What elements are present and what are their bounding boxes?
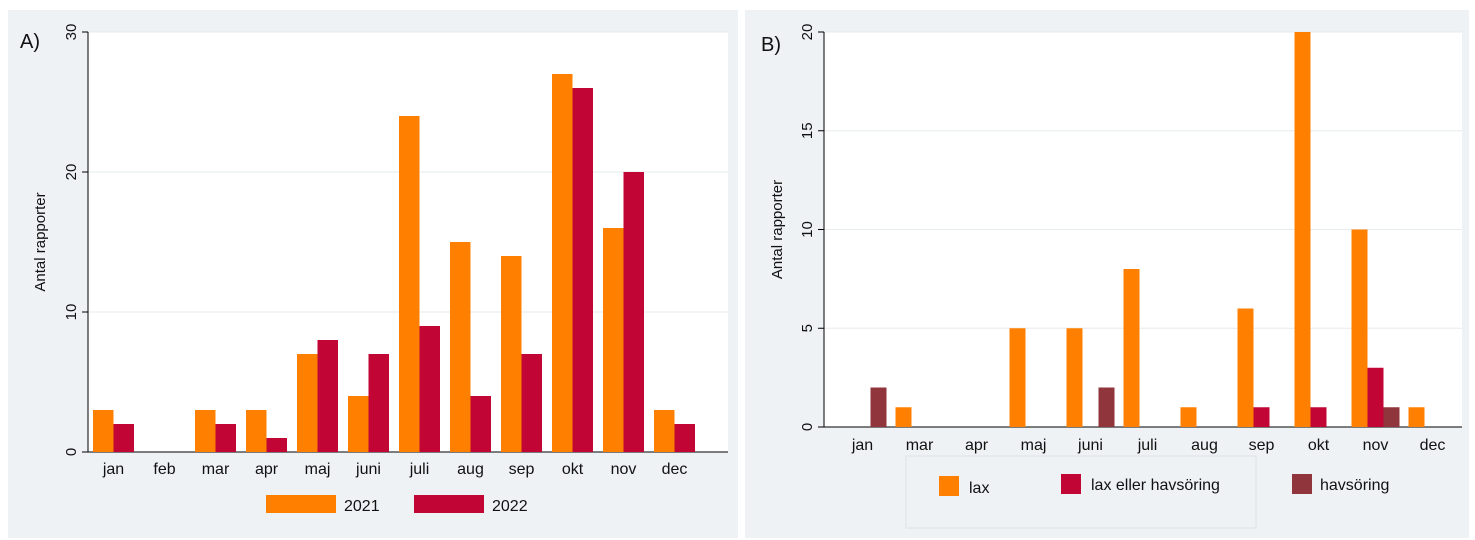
- chart-b-xtick-label: nov: [1363, 437, 1389, 454]
- chart-a-bar-2022-juni: [368, 354, 389, 452]
- chart-a-bar-2021-juli: [399, 116, 420, 452]
- chart-b-bar-lax-mar: [895, 407, 912, 427]
- chart-a-legend-label: 2022: [492, 498, 528, 515]
- chart-a-bar-2021-maj: [297, 354, 318, 452]
- chart-a-xtick-label: okt: [562, 461, 584, 478]
- chart-b-xtick-label: juli: [1137, 437, 1158, 454]
- chart-a-xtick-label: sep: [509, 461, 535, 478]
- chart-b-legend-swatch: [1061, 474, 1081, 494]
- chart-b-ytick-label: 0: [799, 423, 816, 431]
- chart-b-legend-label: havsöring: [1320, 477, 1389, 494]
- chart-b-xtick-label: apr: [965, 437, 989, 454]
- chart-a-xtick-label: dec: [662, 461, 688, 478]
- chart-b-panel-label: B): [761, 34, 781, 56]
- chart-a-svg: 0 10 20 30 Antal rapporter A) jan feb mar apr maj j…: [20, 24, 728, 515]
- chart-b-legend-label: lax: [969, 480, 989, 497]
- chart-b-bar-havsöring-nov: [1383, 407, 1400, 427]
- chart-b-bar-lax-sep: [1237, 308, 1254, 427]
- chart-b-bar-havsöring-juni: [1098, 387, 1115, 427]
- chart-a-bar-2021-aug: [450, 242, 471, 452]
- chart-b-ytick-label: 5: [799, 324, 816, 332]
- chart-b-bar-lax-nov: [1351, 229, 1368, 427]
- chart-b-bar-lax-juni: [1066, 328, 1083, 427]
- chart-a-bar-2021-apr: [246, 410, 267, 452]
- chart-a-bar-2022-nov: [623, 172, 644, 452]
- chart-a-xtick-label: jan: [102, 461, 124, 478]
- chart-a-ylabel: Antal rapporter: [32, 192, 49, 291]
- chart-b-svg: 0 5 10 15 20 Antal rapporter B) jan mar apr maj jun…: [761, 24, 1462, 529]
- chart-a-bar-2021-nov: [603, 228, 624, 452]
- chart-a-xtick-label: apr: [255, 461, 279, 478]
- chart-panel-a: 0 10 20 30 Antal rapporter A) jan feb mar apr maj j…: [8, 10, 738, 538]
- chart-b-xtick-label: maj: [1021, 437, 1047, 454]
- chart-a-bar-2021-mar: [195, 410, 216, 452]
- chart-a-legend-swatch: [414, 495, 484, 513]
- chart-a-xtick-label: juli: [409, 461, 430, 478]
- chart-b-ytick-label: 15: [799, 122, 816, 139]
- chart-a-ytick-label: 20: [63, 164, 80, 181]
- chart-b-xtick-label: juni: [1077, 437, 1103, 454]
- chart-b-xtick-label: sep: [1249, 437, 1275, 454]
- chart-a-bar-2021-sep: [501, 256, 522, 452]
- chart-b-xtick-label: aug: [1191, 437, 1218, 454]
- chart-b-xtick-label: jan: [851, 437, 873, 454]
- chart-b-bar-lax-juli: [1123, 269, 1140, 427]
- chart-a-legend-label: 2021: [344, 498, 380, 515]
- chart-a-bar-2022-aug: [470, 396, 491, 452]
- chart-b-xtick-label: dec: [1420, 437, 1446, 454]
- chart-a-bar-2022-jan: [113, 424, 134, 452]
- chart-b-legend-box: [905, 455, 1257, 529]
- chart-a-xtick-label: aug: [457, 461, 484, 478]
- chart-b-xtick-label: okt: [1308, 437, 1330, 454]
- chart-a-bar-2022-maj: [317, 340, 338, 452]
- chart-b-legend-swatch: [939, 476, 959, 496]
- chart-a-xtick-label: nov: [611, 461, 637, 478]
- chart-a-bar-2021-juni: [348, 396, 369, 452]
- chart-a-bar-2022-okt: [572, 88, 593, 452]
- chart-b-bar-lax-eller-havsöring-nov: [1367, 367, 1384, 427]
- chart-a-bar-2022-mar: [215, 424, 236, 452]
- chart-b-xtick-label: mar: [906, 437, 934, 454]
- chart-a-bar-2021-dec: [654, 410, 675, 452]
- chart-b-ytick-label: 20: [799, 24, 816, 41]
- chart-b-legend-label: lax eller havsöring: [1091, 477, 1220, 494]
- chart-b-bar-lax-maj: [1009, 328, 1026, 427]
- chart-b-bar-lax-eller-havsöring-sep: [1253, 407, 1270, 427]
- chart-panel-b: 0 5 10 15 20 Antal rapporter B) jan mar apr maj jun…: [745, 10, 1469, 538]
- chart-b-bar-lax-dec: [1408, 407, 1425, 427]
- chart-b-bar-lax-eller-havsöring-okt: [1310, 407, 1327, 427]
- chart-a-ytick-label: 0: [63, 448, 80, 456]
- chart-a-bar-2022-dec: [674, 424, 695, 452]
- chart-a-xtick-label: maj: [305, 461, 331, 478]
- chart-a-xtick-label: feb: [153, 461, 175, 478]
- chart-a-bar-2022-apr: [266, 438, 287, 452]
- chart-a-ytick-label: 30: [63, 24, 80, 41]
- chart-a-bar-2021-okt: [552, 74, 573, 452]
- chart-b-ytick-label: 10: [799, 221, 816, 238]
- chart-b-bar-lax-okt: [1294, 32, 1311, 427]
- chart-a-ytick-label: 10: [63, 304, 80, 321]
- chart-a-bar-2022-sep: [521, 354, 542, 452]
- chart-a-bar-2021-jan: [93, 410, 114, 452]
- chart-a-xtick-label: juni: [355, 461, 381, 478]
- chart-a-xtick-label: mar: [202, 461, 230, 478]
- chart-b-ylabel: Antal rapporter: [769, 180, 786, 279]
- chart-a-panel-label: A): [20, 31, 40, 53]
- chart-a-legend-swatch: [266, 495, 336, 513]
- chart-b-bar-lax-aug: [1180, 407, 1197, 427]
- chart-a-bar-2022-juli: [419, 326, 440, 452]
- chart-b-legend-swatch: [1292, 474, 1312, 494]
- chart-b-bar-havsöring-jan: [870, 387, 887, 427]
